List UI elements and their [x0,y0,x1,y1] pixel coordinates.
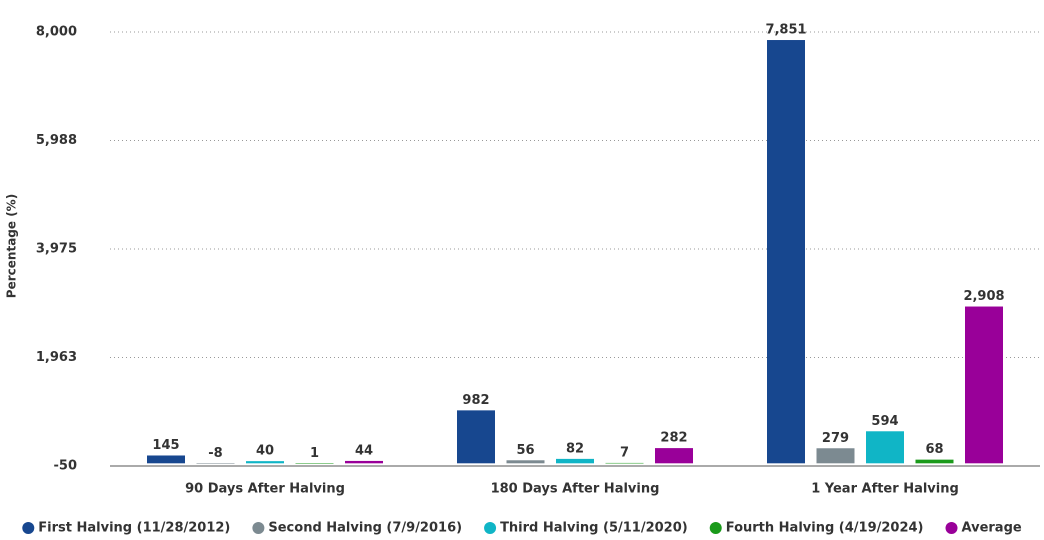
bar [915,459,954,464]
legend-label[interactable]: Second Halving (7/9/2016) [268,521,462,536]
legend-marker[interactable] [709,522,722,534]
y-tick-label: 8,000 [36,25,77,40]
data-label: -8 [208,446,222,461]
data-label: 82 [566,441,584,456]
data-label: 56 [516,443,534,458]
data-label: 7,851 [765,23,806,38]
data-label: 40 [256,444,274,459]
y-axis-label: Percentage (%) [5,194,19,298]
bar [605,462,644,464]
data-label: 7 [620,445,629,460]
legend-label[interactable]: Third Halving (5/11/2020) [500,521,688,536]
data-label: 279 [822,431,849,446]
data-label: 145 [152,438,179,453]
y-tick-label: 5,988 [36,133,77,148]
y-tick-label: -50 [54,459,78,474]
data-label: 1 [310,446,319,461]
data-label: 982 [462,393,489,408]
legend-label[interactable]: Average [962,521,1022,536]
bar [147,455,185,464]
x-tick-label: 1 Year After Halving [811,482,959,497]
data-label: 594 [871,414,898,429]
data-label: 282 [660,431,687,446]
y-tick-label: 1,963 [36,350,77,365]
bar [196,463,235,464]
bar [457,410,495,464]
x-tick-label: 180 Days After Halving [491,482,660,497]
bar [866,431,904,464]
bar [345,460,383,464]
bar [506,460,545,464]
legend-marker[interactable] [945,522,958,534]
legend-marker[interactable] [484,522,497,534]
bar [295,463,334,464]
bar [816,448,855,464]
bar [767,40,805,464]
bar [246,461,284,464]
data-label: 68 [925,442,943,457]
y-tick-label: 3,975 [36,242,77,257]
legend-marker[interactable] [252,522,265,534]
bar [556,458,594,464]
x-tick-label: 90 Days After Halving [185,482,345,497]
legend-label[interactable]: First Halving (11/28/2012) [38,521,230,536]
legend-marker[interactable] [22,522,35,534]
data-label: 44 [355,443,373,458]
legend-label[interactable]: Fourth Halving (4/19/2024) [726,521,924,536]
bar [965,306,1003,464]
bar [655,448,693,464]
data-label: 2,908 [963,289,1004,304]
